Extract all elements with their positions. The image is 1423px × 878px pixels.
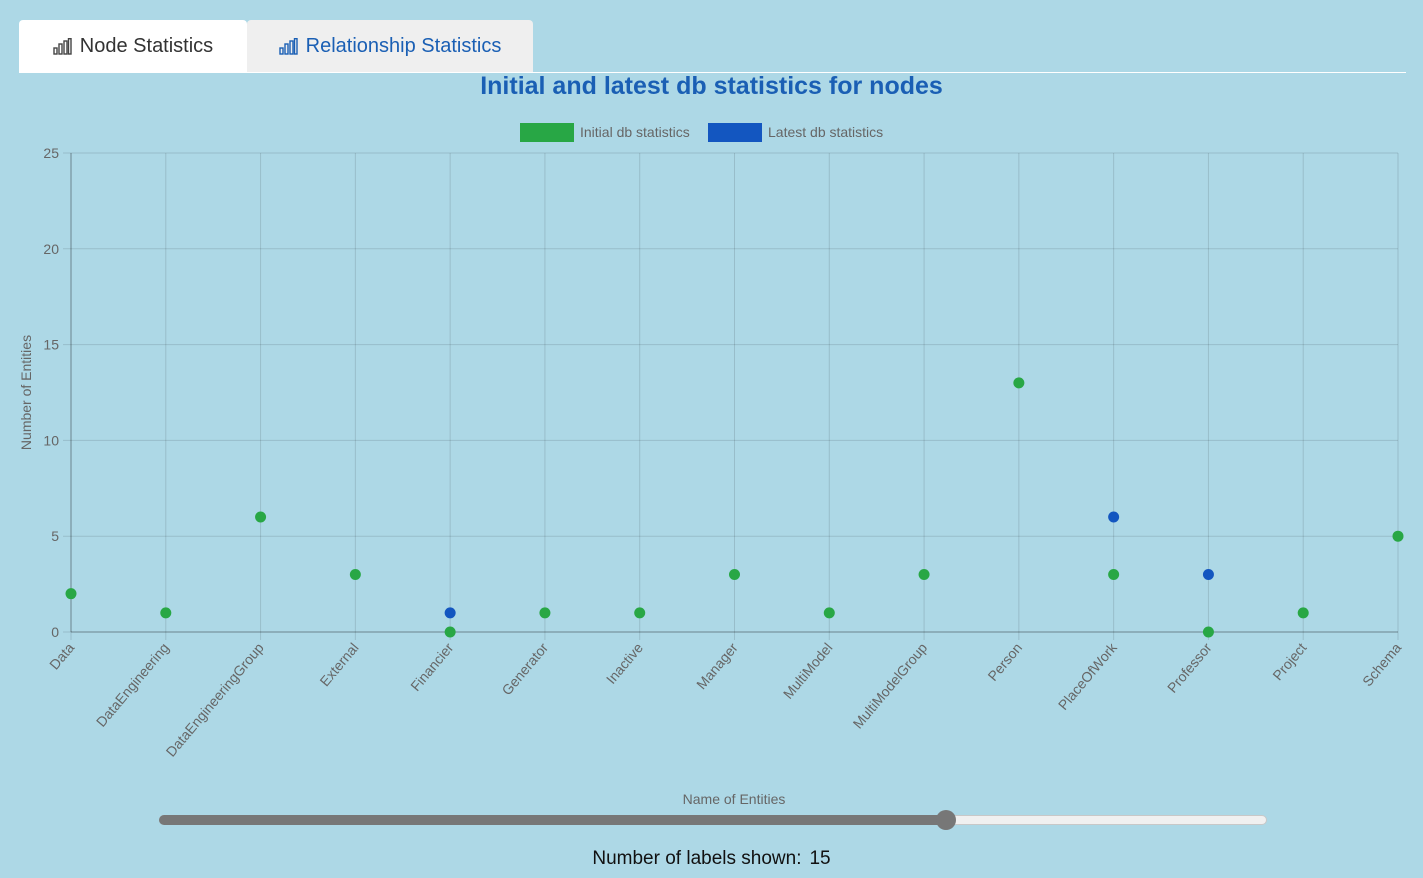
- initial-data-point: [1297, 607, 1309, 619]
- initial-data-point: [1013, 377, 1025, 389]
- x-tick-label: MultiModelGroup: [850, 639, 931, 731]
- y-tick-label: 15: [43, 337, 59, 353]
- x-tick-label: PlaceOfWork: [1055, 639, 1121, 713]
- x-axis-title: Name of Entities: [683, 791, 786, 807]
- x-tick-label: DataEngineering: [93, 640, 172, 730]
- initial-data-point: [1108, 569, 1120, 581]
- initial-data-point: [349, 569, 361, 581]
- x-tick-label: Person: [984, 640, 1025, 684]
- x-tick-label: Generator: [498, 639, 551, 698]
- initial-data-point: [65, 588, 77, 600]
- y-tick-label: 0: [51, 624, 59, 640]
- initial-data-point: [539, 607, 551, 619]
- slider-thumb[interactable]: [935, 810, 956, 830]
- tab-bar: Node Statistics Relationship Statistics: [19, 20, 1406, 73]
- bar-chart-icon: [53, 37, 72, 55]
- y-tick-label: 5: [51, 528, 59, 544]
- initial-data-point: [729, 569, 740, 581]
- tab-node-statistics[interactable]: Node Statistics: [19, 20, 247, 72]
- y-tick-label: 25: [43, 145, 59, 161]
- y-tick-label: 10: [43, 432, 59, 448]
- x-tick-label: Data: [46, 639, 77, 672]
- slider-fill: [159, 815, 946, 825]
- x-tick-label: Financier: [407, 639, 456, 694]
- bar-chart-icon: [278, 37, 298, 55]
- x-tick-label: External: [316, 640, 361, 690]
- labels-slider[interactable]: [159, 810, 1267, 830]
- legend-label: Latest db statistics: [768, 124, 883, 140]
- latest-data-point: [1202, 569, 1214, 581]
- initial-data-point: [255, 511, 267, 523]
- chart-title: Initial and latest db statistics for nod…: [480, 72, 943, 100]
- x-tick-label: Schema: [1359, 639, 1404, 689]
- initial-data-point: [634, 607, 646, 619]
- x-tick-label: Professor: [1164, 639, 1215, 695]
- initial-data-point: [1202, 626, 1214, 638]
- labels-shown-label: Number of labels shown:: [592, 848, 802, 869]
- tab-relationship-statistics[interactable]: Relationship Statistics: [247, 20, 533, 72]
- scatter-chart: 0 5 10 15 20 25 Data DataEngineeringDataEnginee…: [18, 123, 1404, 807]
- latest-data-point: [444, 607, 456, 619]
- x-tick-label: Inactive: [603, 639, 646, 686]
- y-axis-title: Number of Entities: [18, 335, 34, 450]
- initial-data-point: [918, 569, 930, 581]
- initial-data-point: [823, 607, 835, 619]
- legend-label: Initial db statistics: [580, 124, 690, 140]
- y-tick-label: 20: [43, 241, 59, 257]
- legend-swatch: [520, 123, 574, 142]
- latest-data-point: [1108, 511, 1120, 523]
- tab-label: Node Statistics: [79, 34, 214, 57]
- x-tick-label: MultiModel: [780, 640, 836, 702]
- labels-shown-count: 15: [809, 848, 831, 869]
- x-tick-label: Project: [1269, 640, 1309, 684]
- labels-shown-text: Number of labels shown: 15: [0, 848, 1423, 870]
- initial-data-point: [444, 626, 456, 638]
- tab-label: Relationship Statistics: [305, 34, 502, 57]
- initial-data-point: [1392, 530, 1404, 542]
- x-tick-label: DataEngineeringGroup: [163, 639, 267, 759]
- legend-swatch: [708, 123, 762, 142]
- x-tick-label: Manager: [693, 639, 741, 692]
- initial-data-point: [160, 607, 172, 619]
